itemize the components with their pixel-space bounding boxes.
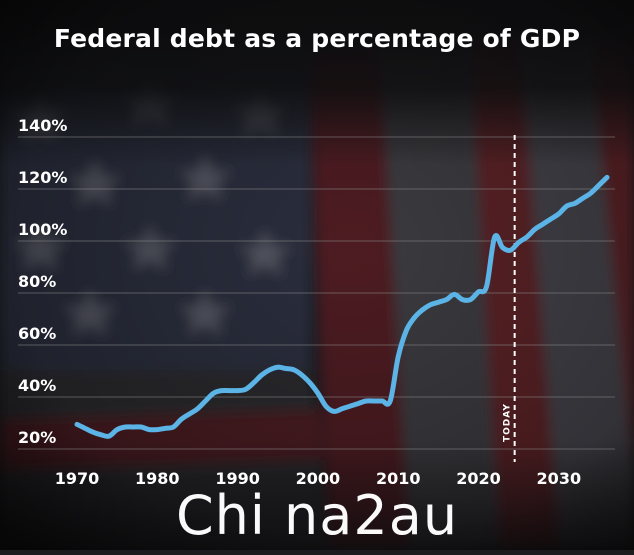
chart-title: Federal debt as a percentage of GDP: [0, 24, 634, 53]
y-tick-label: 120%: [18, 168, 67, 187]
y-tick-label: 140%: [18, 116, 67, 135]
y-tick-label: 100%: [18, 220, 67, 239]
y-tick-label: 60%: [18, 324, 56, 343]
y-tick-label: 40%: [18, 376, 56, 395]
watermark-text: Chi na2au: [0, 484, 634, 547]
today-label: TODAY: [503, 403, 513, 442]
y-tick-label: 20%: [18, 428, 56, 447]
y-tick-label: 80%: [18, 272, 56, 291]
